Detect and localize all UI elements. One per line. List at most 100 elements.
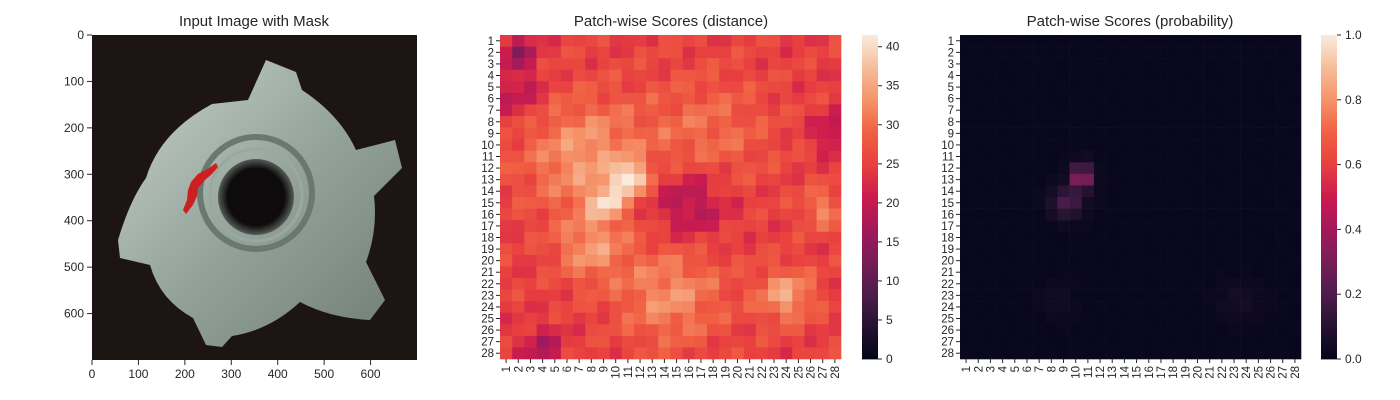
heatmap-cell bbox=[1252, 173, 1265, 186]
heatmap-cell bbox=[996, 139, 1010, 152]
heatmap-cell bbox=[767, 58, 781, 71]
heatmap-cell bbox=[585, 231, 598, 244]
heatmap-cell bbox=[996, 58, 1010, 71]
colorbar-segment bbox=[1321, 178, 1337, 182]
heatmap-cell bbox=[1179, 254, 1192, 267]
colorbar-segment bbox=[1321, 134, 1337, 138]
heatmap-cell bbox=[597, 162, 610, 175]
heatmap-cell bbox=[960, 197, 973, 209]
heatmap-cell bbox=[707, 278, 720, 290]
heatmap-cell bbox=[621, 231, 635, 244]
heatmap-cell bbox=[1130, 58, 1143, 71]
heatmap-cell bbox=[1045, 127, 1058, 140]
heatmap-cell bbox=[755, 220, 769, 233]
heatmap-cell bbox=[1203, 46, 1217, 59]
heatmap-cell bbox=[560, 335, 574, 348]
heatmap-cell bbox=[646, 139, 659, 152]
part-hole bbox=[218, 159, 294, 235]
colorbar-segment bbox=[862, 148, 878, 152]
heatmap-cell bbox=[996, 231, 1010, 244]
heatmap-cell bbox=[500, 254, 513, 267]
heatmap-cell bbox=[960, 35, 973, 47]
heatmap-cell bbox=[707, 266, 720, 279]
heatmap-cell bbox=[1167, 208, 1180, 221]
heatmap-cell bbox=[1142, 116, 1156, 128]
heatmap-cell bbox=[1130, 150, 1143, 163]
heatmap-cell bbox=[621, 116, 635, 128]
heatmap-cell bbox=[1227, 150, 1241, 163]
heatmap-cell bbox=[828, 220, 842, 233]
heatmap-x-tick-label: 22 bbox=[1217, 366, 1229, 379]
heatmap-cell bbox=[1215, 104, 1229, 117]
heatmap-cell bbox=[1264, 289, 1277, 302]
heatmap-y-tick-label: 6 bbox=[948, 94, 954, 106]
image-x-tick-label: 400 bbox=[268, 367, 288, 381]
heatmap-cell bbox=[609, 173, 623, 186]
colorbar-segment bbox=[1321, 269, 1337, 273]
heatmap-cell bbox=[682, 231, 696, 244]
heatmap-cell bbox=[1118, 243, 1131, 256]
heatmap-cell bbox=[609, 220, 623, 233]
heatmap-cell bbox=[1154, 173, 1168, 186]
heatmap-cell bbox=[1215, 173, 1229, 186]
heatmap-cell bbox=[719, 69, 732, 82]
heatmap-cell bbox=[658, 220, 671, 233]
heatmap-cell bbox=[1227, 92, 1241, 105]
heatmap-cell bbox=[621, 104, 635, 117]
colorbar-segment bbox=[1321, 202, 1337, 206]
heatmap-cell bbox=[804, 104, 817, 117]
heatmap-cell bbox=[1288, 116, 1302, 128]
heatmap-x-tick-label: 15 bbox=[672, 366, 684, 379]
heatmap-cell bbox=[972, 46, 985, 59]
heatmap-cell bbox=[719, 46, 732, 59]
heatmap-cell bbox=[1045, 162, 1058, 175]
heatmap-cell bbox=[658, 335, 671, 348]
heatmap-x-tick-label: 5 bbox=[1010, 366, 1022, 372]
heatmap-cell bbox=[1203, 254, 1217, 267]
heatmap-cell bbox=[1167, 150, 1180, 163]
heatmap-cell bbox=[828, 58, 842, 71]
heatmap-cell bbox=[1252, 301, 1265, 314]
colorbar-segment bbox=[862, 53, 878, 57]
colorbar-segment bbox=[1321, 164, 1337, 168]
heatmap-cell bbox=[1057, 335, 1070, 348]
heatmap-cell bbox=[621, 58, 635, 71]
heatmap-cell bbox=[1142, 173, 1156, 186]
heatmap-cell bbox=[1264, 301, 1277, 314]
heatmap-cell bbox=[755, 35, 769, 47]
heatmap-cell bbox=[792, 81, 805, 94]
colorbar-segment bbox=[862, 126, 878, 130]
heatmap-cell bbox=[1264, 46, 1277, 59]
heatmap-cell bbox=[500, 301, 513, 314]
heatmap-cell bbox=[804, 347, 817, 360]
heatmap-cell bbox=[560, 220, 574, 233]
heatmap-cell bbox=[707, 185, 720, 198]
heatmap-cell bbox=[1252, 81, 1265, 94]
heatmap-cell bbox=[804, 301, 817, 314]
heatmap-cell bbox=[996, 220, 1010, 233]
heatmap-cell bbox=[1020, 69, 1034, 82]
heatmap-cell bbox=[1179, 197, 1192, 209]
heatmap-cell bbox=[743, 150, 757, 163]
heatmap-cell bbox=[512, 266, 525, 279]
colorbar-segment bbox=[862, 75, 878, 79]
heatmap-cell bbox=[1215, 150, 1229, 163]
heatmap-cell bbox=[682, 35, 696, 47]
heatmap-cell bbox=[1203, 324, 1217, 337]
heatmap-cell bbox=[585, 46, 598, 59]
heatmap-cell bbox=[1118, 173, 1131, 186]
heatmap-cell bbox=[707, 35, 720, 47]
heatmap-cell bbox=[597, 254, 610, 267]
heatmap-cell bbox=[1118, 162, 1131, 175]
heatmap-cell bbox=[524, 81, 537, 94]
colorbar-segment bbox=[1321, 296, 1337, 300]
heatmap-cell bbox=[621, 243, 635, 256]
heatmap-cell bbox=[1154, 69, 1168, 82]
heatmap-cell bbox=[1203, 162, 1217, 175]
heatmap-cell bbox=[500, 266, 513, 279]
heatmap-cell bbox=[792, 197, 805, 209]
heatmap-cell bbox=[1020, 208, 1034, 221]
heatmap-cell bbox=[719, 243, 732, 256]
heatmap-cell bbox=[828, 69, 842, 82]
heatmap-cell bbox=[1264, 347, 1277, 360]
